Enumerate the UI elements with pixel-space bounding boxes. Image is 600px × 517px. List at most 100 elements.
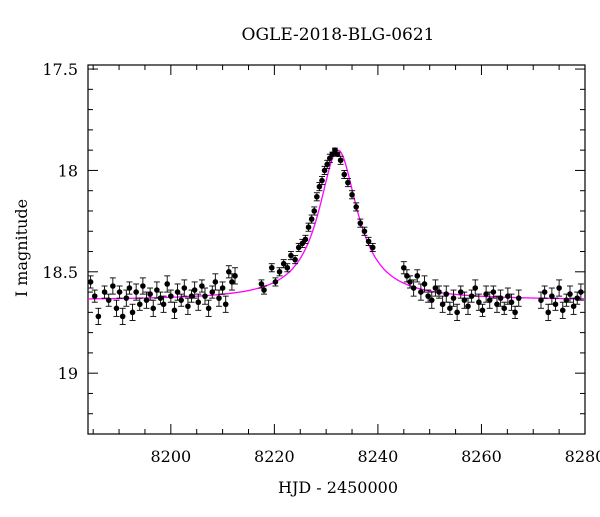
data-point	[268, 264, 275, 271]
data-point	[457, 289, 464, 295]
data-point	[365, 238, 372, 245]
data-point	[222, 301, 229, 308]
data-point	[508, 299, 515, 306]
data-point	[345, 179, 351, 186]
data-point	[276, 269, 283, 275]
data-point	[404, 273, 410, 279]
x-tick-label: 8200	[150, 447, 191, 466]
data-point	[369, 244, 376, 251]
data-point	[556, 285, 562, 291]
x-tick-label: 8260	[461, 447, 502, 466]
data-point	[486, 297, 493, 303]
data-point	[160, 301, 167, 308]
data-point	[202, 293, 208, 299]
y-tick-label: 17.5	[42, 60, 78, 79]
data-point	[191, 287, 198, 293]
data-point	[295, 244, 302, 251]
data-point	[334, 151, 341, 158]
data-point	[432, 285, 439, 291]
data-point	[119, 313, 126, 320]
data-point	[574, 295, 581, 301]
data-point	[479, 307, 486, 314]
data-point	[157, 295, 164, 301]
data-point	[357, 220, 364, 226]
y-tick-label: 18.5	[42, 263, 78, 282]
data-point	[349, 191, 355, 198]
data-point	[143, 297, 150, 303]
data-point	[538, 297, 544, 303]
data-point	[272, 279, 279, 285]
data-point	[436, 289, 442, 295]
data-point	[199, 283, 205, 289]
data-point	[450, 295, 457, 301]
data-point	[563, 297, 570, 303]
data-point	[168, 293, 174, 299]
data-point	[181, 285, 188, 291]
data-point	[126, 285, 133, 291]
data-point	[414, 273, 421, 279]
data-point	[552, 301, 559, 308]
data-point	[101, 289, 108, 295]
data-point	[316, 183, 323, 190]
data-point	[185, 303, 191, 310]
data-point	[91, 293, 98, 299]
data-point	[226, 269, 232, 275]
data-point	[443, 291, 450, 297]
data-point	[578, 289, 584, 295]
data-point	[171, 307, 178, 314]
data-point	[209, 289, 216, 295]
data-point	[465, 303, 471, 310]
data-point	[483, 291, 489, 297]
data-point	[232, 273, 238, 279]
data-point	[188, 293, 195, 299]
data-point	[570, 303, 577, 310]
data-point	[439, 301, 446, 308]
data-point	[205, 305, 212, 312]
data-point	[326, 155, 333, 162]
data-point	[319, 177, 325, 184]
data-point	[329, 151, 336, 158]
y-tick-label: 18	[58, 161, 78, 180]
data-point	[164, 281, 171, 287]
model-curve	[88, 149, 584, 300]
data-point	[321, 167, 328, 174]
data-point	[105, 297, 112, 303]
data-point	[147, 291, 153, 297]
data-point	[314, 193, 320, 200]
data-point	[311, 208, 318, 214]
data-point	[280, 260, 287, 267]
x-tick-label: 8220	[254, 447, 295, 466]
data-point	[292, 256, 298, 263]
y-axis-label: I magnitude	[12, 199, 31, 297]
y-tick-label: 19	[58, 364, 78, 383]
data-point	[361, 228, 368, 235]
data-point	[472, 285, 479, 291]
data-point	[353, 204, 359, 210]
plot-area: 8200 8220 8240 8260 8280 17.5 18 18.5 19	[42, 60, 600, 466]
data-point	[123, 295, 130, 301]
data-point	[421, 281, 428, 287]
data-point	[219, 285, 226, 291]
data-point	[559, 307, 566, 314]
data-point	[425, 293, 431, 299]
data-point	[178, 297, 184, 303]
data-point	[476, 299, 482, 306]
data-point	[305, 224, 312, 230]
data-point	[410, 285, 417, 291]
x-tick-label: 8240	[358, 447, 399, 466]
data-point	[212, 279, 219, 285]
data-point	[229, 279, 235, 285]
data-point	[216, 295, 222, 301]
data-point	[113, 305, 120, 312]
data-point	[505, 293, 511, 299]
data-point	[136, 301, 143, 308]
x-axis-label: HJD - 2450000	[278, 478, 398, 497]
data-point	[133, 289, 139, 295]
data-point	[129, 309, 136, 316]
data-point	[468, 293, 475, 299]
data-point	[454, 309, 460, 316]
data-point	[549, 293, 555, 299]
data-point	[261, 287, 267, 293]
data-point	[567, 291, 573, 297]
data-point	[116, 289, 123, 295]
